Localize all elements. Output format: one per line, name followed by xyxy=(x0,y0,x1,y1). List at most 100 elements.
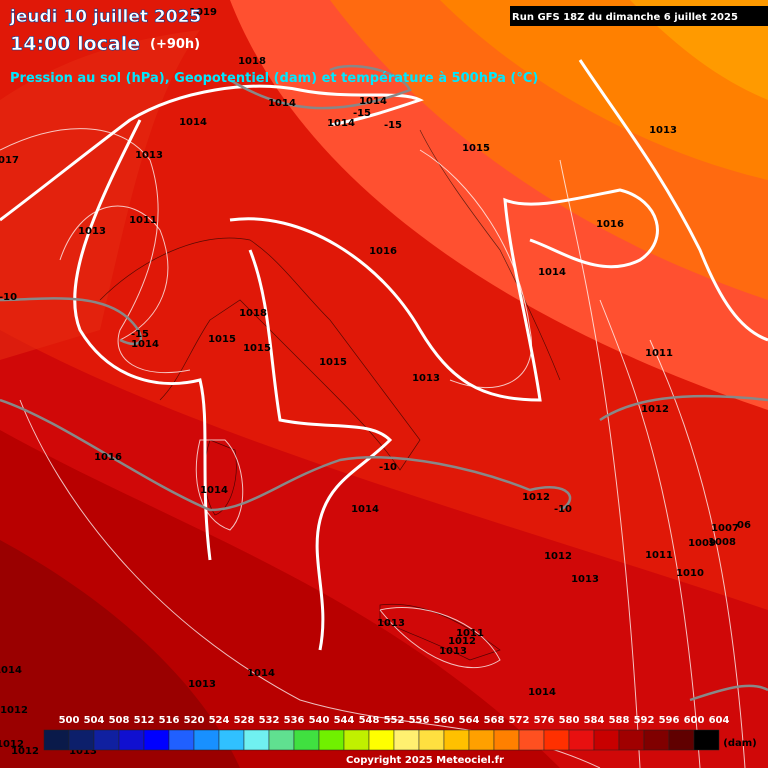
pressure-label: 1012 xyxy=(0,705,28,716)
scale-label: 588 xyxy=(609,715,630,726)
pressure-label: 1019 xyxy=(189,7,217,18)
scale-label: 604 xyxy=(709,715,730,726)
scale-label: 556 xyxy=(409,715,430,726)
pressure-label: 1018 xyxy=(238,56,266,67)
scale-label: 564 xyxy=(459,715,480,726)
subtitle: Pression au sol (hPa), Geopotentiel (dam… xyxy=(10,71,538,86)
scale-swatch xyxy=(243,729,270,751)
scale-label: 552 xyxy=(384,715,405,726)
scale-label: 540 xyxy=(309,715,330,726)
pressure-label: 1012 xyxy=(0,739,24,750)
scale-label: 596 xyxy=(659,715,680,726)
scale-swatch xyxy=(318,729,345,751)
scale-label: 532 xyxy=(259,715,280,726)
scale-swatch xyxy=(193,729,220,751)
scale-swatch xyxy=(143,729,170,751)
pressure-label: 1012 xyxy=(522,492,550,503)
scale-swatch xyxy=(493,729,520,751)
pressure-label: 1014 xyxy=(179,117,207,128)
pressure-label: 1011 xyxy=(129,215,157,226)
scale-swatch xyxy=(418,729,445,751)
scale-swatch xyxy=(343,729,370,751)
pressure-label: 1012 xyxy=(544,551,572,562)
scale-swatch xyxy=(293,729,320,751)
scale-swatch xyxy=(393,729,420,751)
scale-swatch xyxy=(568,729,595,751)
map-labels: 1019101810171014101410141014-15-15101310… xyxy=(0,7,751,757)
scale-label: 576 xyxy=(534,715,555,726)
scale-label: 568 xyxy=(484,715,505,726)
scale-swatch xyxy=(443,729,470,751)
pressure-label: 1013 xyxy=(439,646,467,657)
scale-swatch xyxy=(668,729,695,751)
scale-label: 508 xyxy=(109,715,130,726)
color-scale: 500 504 508 512 516 520 524 528 532 536 540 544 548 5… xyxy=(43,715,730,751)
scale-label: 500 xyxy=(59,715,80,726)
pressure-label: 1014 xyxy=(528,687,556,698)
pressure-label: -15 xyxy=(384,120,402,131)
pressure-label: 1014 xyxy=(0,665,22,676)
scale-swatch xyxy=(543,729,570,751)
scale-label: 504 xyxy=(84,715,105,726)
pressure-label: 1014 xyxy=(131,339,159,350)
scale-swatch xyxy=(218,729,245,751)
pressure-label: 1017 xyxy=(0,155,19,166)
scale-label: 524 xyxy=(209,715,230,726)
scale-label: 544 xyxy=(334,715,355,726)
pressure-label: 1009 xyxy=(688,538,716,549)
pressure-label: 1015 xyxy=(319,357,347,368)
pressure-label: 1014 xyxy=(268,98,296,109)
scale-swatch xyxy=(68,729,95,751)
pressure-label: 1013 xyxy=(571,574,599,585)
copyright: Copyright 2025 Meteociel.fr xyxy=(346,755,504,766)
scale-label: 560 xyxy=(434,715,455,726)
scale-label: 548 xyxy=(359,715,380,726)
pressure-label: 1013 xyxy=(78,226,106,237)
lead-time: (+90h) xyxy=(150,37,200,52)
date: jeudi 10 juillet 2025 xyxy=(9,7,201,27)
pressure-label: 1018 xyxy=(239,308,267,319)
pressure-label: 1014 xyxy=(247,668,275,679)
scale-swatch xyxy=(168,729,195,751)
scale-swatch xyxy=(368,729,395,751)
pressure-label: 1013 xyxy=(69,746,97,757)
scale-label: 536 xyxy=(284,715,305,726)
scale-swatch xyxy=(593,729,620,751)
pressure-label: -10 xyxy=(0,292,17,303)
pressure-label: -10 xyxy=(379,462,397,473)
pressure-label: 1011 xyxy=(456,628,484,639)
pressure-label: 1012 xyxy=(448,636,476,647)
pressure-label: 1007 xyxy=(711,523,739,534)
pressure-label: 1014 xyxy=(359,96,387,107)
scale-swatch xyxy=(43,729,70,751)
scale-label: 512 xyxy=(134,715,155,726)
pressure-label: 1012 xyxy=(11,746,39,757)
pressure-label: 1014 xyxy=(538,267,566,278)
pressure-label: 1013 xyxy=(188,679,216,690)
pressure-label: 1014 xyxy=(200,485,228,496)
pressure-label: 1011 xyxy=(645,348,673,359)
scale-swatch xyxy=(468,729,495,751)
pressure-label: -15 xyxy=(131,329,149,340)
pressure-label: 1014 xyxy=(327,118,355,129)
legend-unit: (dam) xyxy=(723,738,756,749)
pressure-label: 1012 xyxy=(641,404,669,415)
run-info: Run GFS 18Z du dimanche 6 juillet 2025 xyxy=(512,12,738,23)
scale-label: 528 xyxy=(234,715,255,726)
pressure-label: 1013 xyxy=(649,125,677,136)
scale-label: 516 xyxy=(159,715,180,726)
scale-label: 572 xyxy=(509,715,530,726)
scale-swatch xyxy=(618,729,645,751)
scale-label: 600 xyxy=(684,715,705,726)
scale-swatch xyxy=(93,729,120,751)
scale-swatch xyxy=(518,729,545,751)
temperature-contours xyxy=(0,64,768,702)
scale-swatch xyxy=(118,729,145,751)
scale-label: 520 xyxy=(184,715,205,726)
geopotential-contours xyxy=(0,59,768,651)
pressure-label: 1016 xyxy=(94,452,122,463)
scale-swatch xyxy=(693,729,720,751)
pressure-label: 1014 xyxy=(351,504,379,515)
